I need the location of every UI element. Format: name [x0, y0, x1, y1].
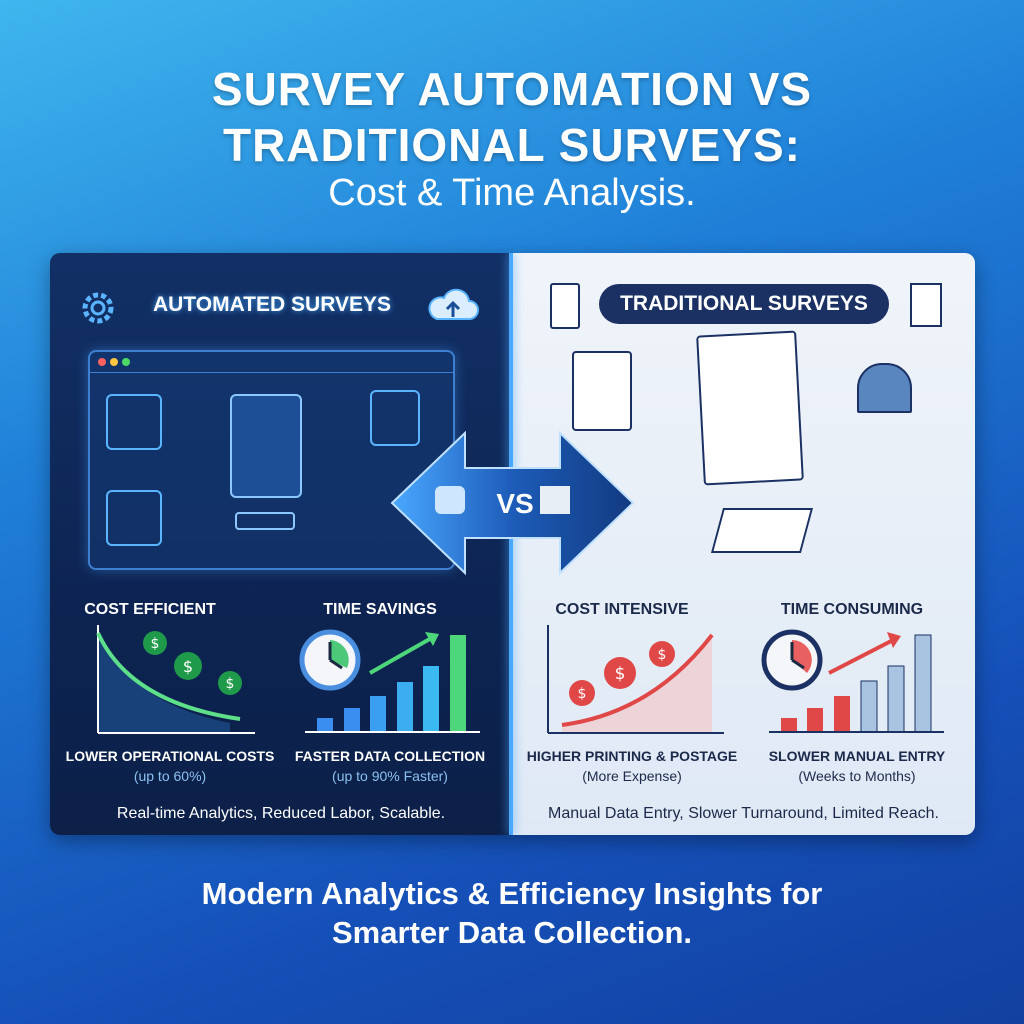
- subtitle: Cost & Time Analysis.: [328, 172, 696, 214]
- bar: [860, 680, 878, 733]
- bar: [423, 666, 439, 732]
- traditional-summary: Manual Data Entry, Slower Turnaround, Li…: [547, 805, 939, 822]
- handwriting-form-icon: [696, 330, 804, 486]
- traditional-header: TRADITIONAL SURVEYS: [599, 284, 889, 324]
- server-icon: [370, 390, 420, 446]
- svg-text:$: $: [183, 657, 193, 676]
- dollar-coin-icon: [143, 631, 167, 655]
- svg-text:$: $: [658, 647, 667, 663]
- divider: [509, 253, 513, 835]
- dollar-coin-icon: [174, 652, 202, 680]
- document-edit-icon: [106, 490, 162, 546]
- paper-stack-icon: [540, 486, 570, 514]
- bar: [887, 665, 905, 733]
- bar: [807, 708, 823, 732]
- bar: [370, 696, 386, 732]
- cost-increase-chart: $ $ $: [547, 625, 724, 734]
- automated-time-note: (up to 90% Faster): [332, 768, 448, 784]
- bar: [834, 696, 850, 732]
- title-line-2: TRADITIONAL SURVEYS:: [222, 119, 802, 171]
- automated-header: AUTOMATED SURVEYS: [152, 293, 392, 316]
- dollar-coin-icon: [218, 671, 242, 695]
- decline-arrow: [96, 632, 241, 721]
- traditional-time-label: SLOWER MANUAL ENTRY: [768, 748, 946, 764]
- traditional-cost-label: HIGHER PRINTING & POSTAGE: [526, 748, 738, 764]
- traditional-time-title: TIME CONSUMING: [780, 601, 924, 618]
- bar: [397, 682, 413, 732]
- comparison-panel: AUTOMATED SURVEYS COST EFFICIENT TIME SA…: [50, 253, 975, 835]
- automated-time-label: FASTER DATA COLLECTION: [294, 748, 486, 764]
- automated-summary: Real-time Analytics, Reduced Labor, Scal…: [116, 805, 446, 822]
- robot-arm-icon: [106, 394, 162, 450]
- bar: [781, 718, 797, 732]
- vs-label: VS: [496, 488, 534, 519]
- time-savings-chart: [299, 629, 480, 733]
- footer-line-2: Smarter Data Collection.: [331, 915, 693, 950]
- browser-window: [88, 350, 455, 570]
- automated-time-title: TIME SAVINGS: [323, 601, 437, 618]
- mailbox-icon: [857, 363, 912, 413]
- automated-cost-label: LOWER OPERATIONAL COSTS: [65, 748, 275, 764]
- bar: [914, 634, 932, 733]
- time-consuming-chart: [761, 629, 944, 733]
- traditional-time-note: (Weeks to Months): [798, 768, 916, 784]
- traditional-cost-title: COST INTENSIVE: [555, 601, 689, 618]
- svg-text:$: $: [226, 676, 235, 692]
- automated-cost-note: (up to 60%): [133, 768, 207, 784]
- bar: [344, 708, 360, 732]
- title-line-1: SURVEY AUTOMATION VS: [211, 63, 813, 115]
- clipboard-checklist-icon: [550, 283, 580, 329]
- footer-line-1: Modern Analytics & Efficiency Insights f…: [201, 876, 823, 911]
- svg-text:$: $: [615, 664, 626, 684]
- traditional-cost-note: (More Expense): [582, 768, 682, 784]
- form-icon: [230, 394, 302, 498]
- document-icon: [910, 283, 942, 327]
- paper-stack-icon: [710, 508, 814, 553]
- bar: [450, 635, 466, 732]
- gear-icon: [82, 292, 114, 324]
- bar: [317, 718, 333, 732]
- svg-text:$: $: [578, 686, 587, 702]
- clipboard-pen-icon: [572, 351, 632, 431]
- cost-decline-chart: $ $ $: [96, 625, 255, 734]
- svg-text:$: $: [151, 636, 160, 652]
- cloud-upload-icon: [428, 288, 479, 320]
- robot-icon: [435, 486, 465, 514]
- automated-cost-title: COST EFFICIENT: [84, 601, 216, 618]
- vs-double-arrow: [390, 430, 635, 576]
